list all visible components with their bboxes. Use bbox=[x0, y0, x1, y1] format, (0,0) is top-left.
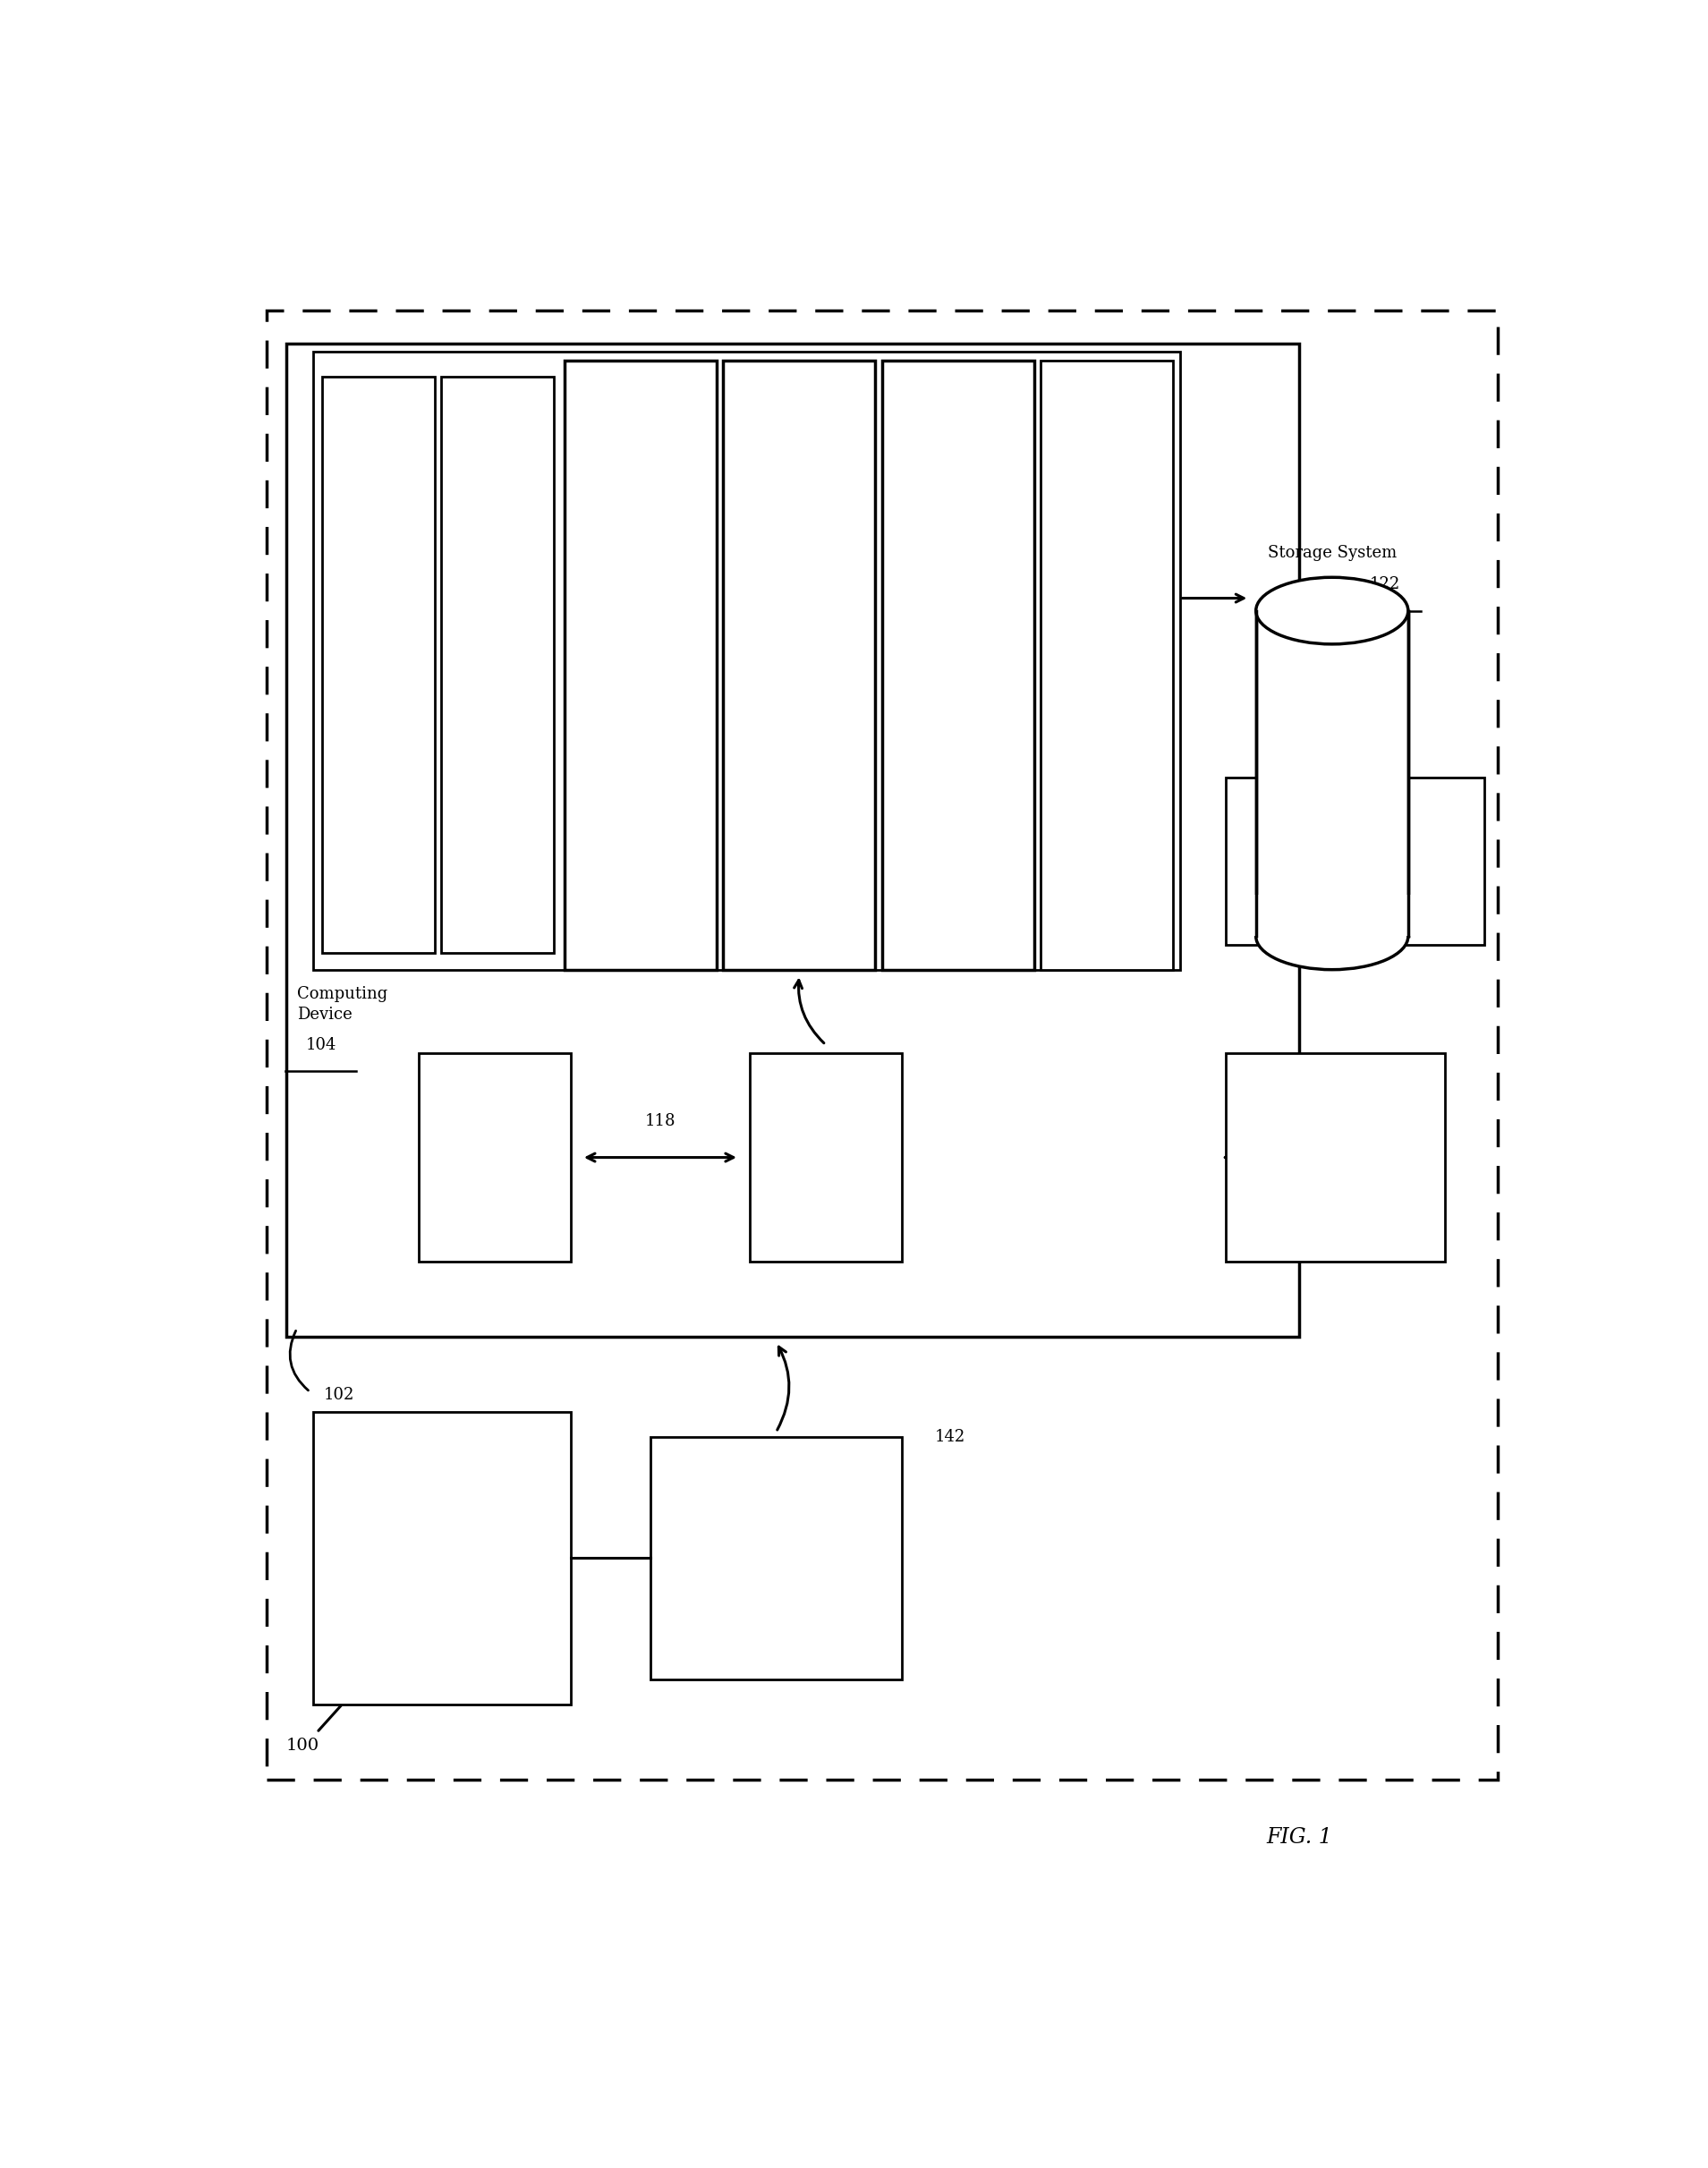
Text: 152: 152 bbox=[820, 412, 837, 442]
Bar bbox=[418, 1054, 570, 1262]
Text: 114: 114 bbox=[480, 1175, 511, 1190]
Text: 154: 154 bbox=[979, 412, 996, 442]
Text: Noise Immunity
System: Noise Immunity System bbox=[463, 616, 499, 748]
Bar bbox=[1255, 611, 1407, 937]
Text: Capacitor
Structure Filler
(multiple layers): Capacitor Structure Filler (multiple lay… bbox=[915, 618, 968, 746]
Bar bbox=[564, 360, 717, 969]
Text: Density
Determinator: Density Determinator bbox=[606, 627, 642, 737]
Bar bbox=[1249, 895, 1414, 937]
Text: 144: 144 bbox=[760, 1600, 791, 1615]
Text: 122: 122 bbox=[1370, 577, 1401, 592]
Text: 116: 116 bbox=[810, 1175, 840, 1190]
Text: 104: 104 bbox=[306, 1036, 336, 1054]
Text: 120: 120 bbox=[1320, 1186, 1351, 1203]
Bar bbox=[313, 351, 1180, 969]
Text: I/O: I/O bbox=[811, 1108, 839, 1123]
Ellipse shape bbox=[1255, 577, 1407, 644]
Bar bbox=[881, 360, 1035, 969]
Text: Circuit Design
System: Circuit Design System bbox=[383, 1498, 500, 1535]
Bar bbox=[651, 1437, 902, 1678]
Text: Circuit Design
Layout: Circuit Design Layout bbox=[717, 1498, 835, 1535]
Text: 158: 158 bbox=[1127, 412, 1144, 442]
Bar bbox=[287, 343, 1300, 1338]
Text: Computing
Device: Computing Device bbox=[297, 986, 388, 1023]
Text: Storage System: Storage System bbox=[1267, 544, 1397, 562]
Text: PU: PU bbox=[482, 1108, 507, 1123]
Text: 142: 142 bbox=[934, 1429, 965, 1446]
Text: Memory: Memory bbox=[354, 648, 371, 715]
Bar bbox=[1226, 778, 1484, 945]
Text: 150: 150 bbox=[661, 412, 678, 442]
Text: 100: 100 bbox=[287, 1739, 319, 1754]
Text: 118: 118 bbox=[646, 1112, 676, 1130]
Text: 112: 112 bbox=[400, 429, 415, 460]
Text: Capacitor
Structure Filler: Capacitor Structure Filler bbox=[765, 618, 801, 746]
Bar bbox=[750, 1054, 902, 1262]
Text: 140: 140 bbox=[427, 1600, 458, 1615]
Text: 130: 130 bbox=[1339, 869, 1370, 887]
Bar bbox=[1226, 1054, 1445, 1262]
Bar bbox=[323, 377, 434, 954]
Bar bbox=[722, 360, 876, 969]
Text: I/O
Device: I/O Device bbox=[1308, 1097, 1363, 1134]
Bar bbox=[441, 377, 553, 954]
Bar bbox=[313, 1411, 570, 1704]
Text: 102: 102 bbox=[323, 1388, 354, 1403]
Ellipse shape bbox=[1255, 902, 1407, 969]
Text: Other System
Components: Other System Components bbox=[1073, 627, 1108, 737]
Text: 106: 106 bbox=[519, 429, 535, 460]
Text: FIG. 1: FIG. 1 bbox=[1266, 1828, 1332, 1847]
Bar bbox=[1040, 360, 1173, 969]
Bar bbox=[266, 310, 1498, 1780]
Text: CDL Data: CDL Data bbox=[1315, 824, 1395, 839]
